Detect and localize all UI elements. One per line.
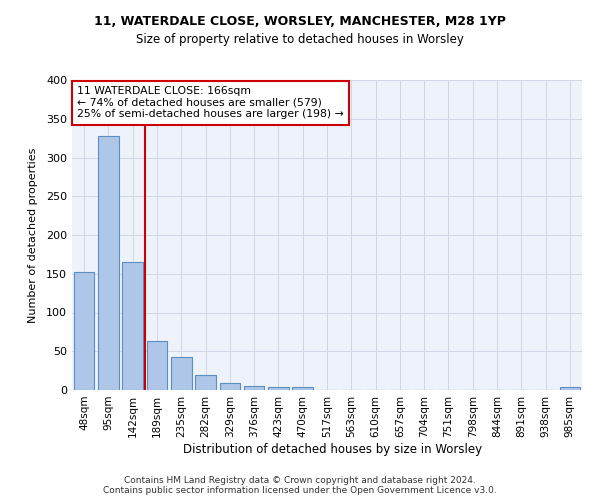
Text: 11 WATERDALE CLOSE: 166sqm
← 74% of detached houses are smaller (579)
25% of sem: 11 WATERDALE CLOSE: 166sqm ← 74% of deta… <box>77 86 344 120</box>
Bar <box>98 136 119 390</box>
Bar <box>195 374 216 390</box>
Bar <box>146 341 167 390</box>
Text: Distribution of detached houses by size in Worsley: Distribution of detached houses by size … <box>184 442 482 456</box>
Text: 11, WATERDALE CLOSE, WORSLEY, MANCHESTER, M28 1YP: 11, WATERDALE CLOSE, WORSLEY, MANCHESTER… <box>94 15 506 28</box>
Bar <box>74 272 94 390</box>
Text: Size of property relative to detached houses in Worsley: Size of property relative to detached ho… <box>136 32 464 46</box>
Text: Contains HM Land Registry data © Crown copyright and database right 2024.
Contai: Contains HM Land Registry data © Crown c… <box>103 476 497 495</box>
Bar <box>244 386 265 390</box>
Bar <box>268 387 289 390</box>
Bar <box>122 262 143 390</box>
Bar <box>560 387 580 390</box>
Y-axis label: Number of detached properties: Number of detached properties <box>28 148 38 322</box>
Bar <box>171 356 191 390</box>
Bar <box>220 383 240 390</box>
Bar <box>292 387 313 390</box>
